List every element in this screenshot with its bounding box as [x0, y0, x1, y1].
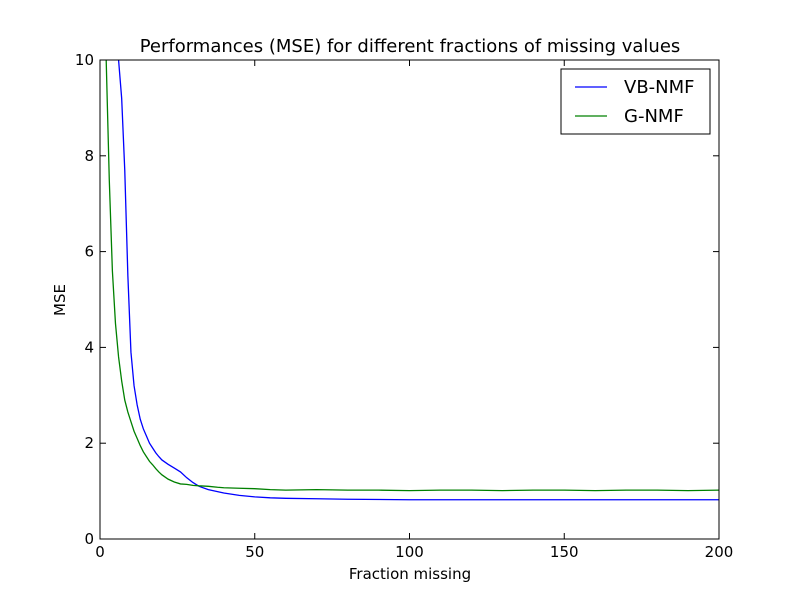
legend-label-g-nmf: G-NMF — [624, 106, 684, 127]
legend-label-vb-nmf: VB-NMF — [624, 77, 695, 98]
plot-area: 0 50 100 150 200 0 2 4 6 8 10 — [75, 51, 733, 561]
y-tick-label: 4 — [84, 338, 94, 356]
legend-box — [560, 68, 711, 135]
y-tick-label: 6 — [84, 243, 94, 261]
chart-title: Performances (MSE) for different fractio… — [140, 36, 681, 57]
x-tick-label: 200 — [705, 543, 734, 561]
series-line-g-nmf — [105, 60, 719, 492]
y-tick-label: 10 — [75, 51, 94, 69]
y-tick-label: 2 — [84, 434, 94, 452]
x-tick-label: 50 — [245, 543, 264, 561]
legend: VB-NMF G-NMF — [560, 68, 711, 135]
x-tick-label: 100 — [395, 543, 424, 561]
y-tick-label: 8 — [84, 147, 94, 165]
series-line-vb-nmf — [117, 60, 719, 501]
x-tick-label: 0 — [95, 543, 105, 561]
x-tick-label: 150 — [550, 543, 579, 561]
y-tick-label: 0 — [84, 530, 94, 548]
y-axis-label: MSE — [51, 284, 69, 316]
x-axis-label: Fraction missing — [349, 565, 471, 583]
